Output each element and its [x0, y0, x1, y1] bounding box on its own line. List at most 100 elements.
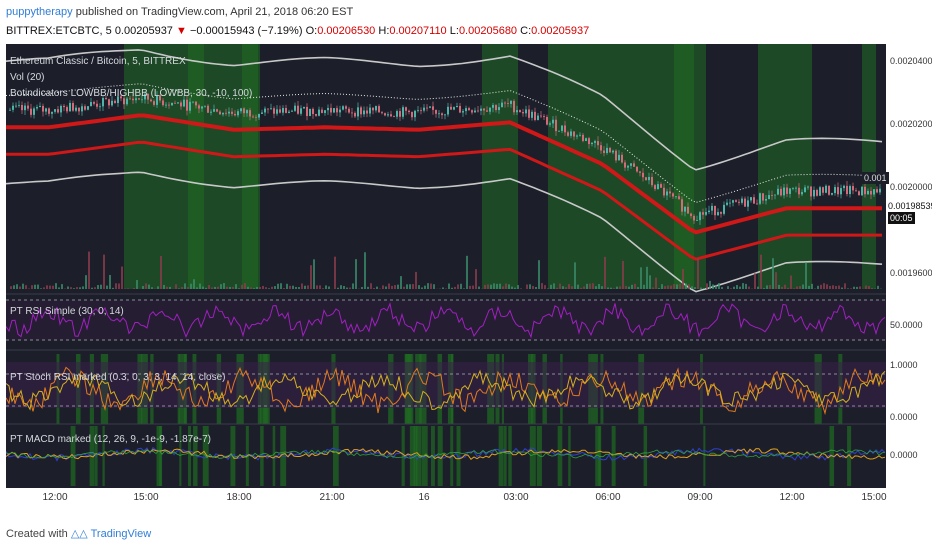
high-value: 0.00207110: [389, 25, 447, 37]
legend-macd[interactable]: PT MACD marked (12, 26, 9, -1e-9, -1.87e…: [10, 434, 212, 445]
candle-body: [72, 103, 74, 111]
volume-bar: [535, 286, 537, 289]
candle-body: [171, 102, 173, 106]
candle-body: [444, 114, 446, 116]
candle-body: [105, 98, 107, 100]
legend-stoch-rsi[interactable]: PT Stoch RSI marked (0.3, 0, 3, 3, 14, 1…: [10, 372, 226, 383]
candle-body: [213, 109, 215, 112]
candle-body: [120, 96, 122, 99]
volume-bar: [748, 286, 750, 289]
candle-body: [324, 110, 326, 113]
candle-body: [321, 109, 323, 113]
candle-body: [579, 134, 581, 136]
candle-body: [798, 187, 800, 195]
volume-bar: [817, 285, 819, 289]
legend-botindicators[interactable]: Botindicators LOWBB/HIGHBB (LOWBB, 30, -…: [10, 88, 253, 99]
candle-body: [78, 107, 80, 112]
volume-bar: [757, 286, 759, 289]
candle-body: [300, 108, 302, 114]
candle-body: [210, 111, 212, 113]
author-link[interactable]: puppytherapy: [6, 6, 73, 18]
volume-bar: [397, 284, 399, 289]
candle-body: [630, 163, 632, 166]
volume-bar: [451, 287, 453, 289]
x-tick-3: 21:00: [319, 492, 345, 503]
volume-bar: [202, 286, 204, 289]
candle-body: [402, 107, 404, 117]
volume-bar: [373, 288, 375, 289]
volume-bar: [529, 284, 531, 289]
macd-zone: [156, 426, 160, 486]
time-axis[interactable]: 12:00 15:00 18:00 21:00 16 03:00 06:00 0…: [6, 488, 887, 510]
candle-body: [465, 108, 467, 112]
candle-body: [765, 199, 767, 201]
volume-bar: [10, 286, 12, 289]
volume-bar: [412, 284, 414, 289]
x-tick-0: 12:00: [42, 492, 68, 503]
candle-body: [534, 111, 536, 120]
price-change: −0.00015943 (−7.19%): [189, 25, 303, 37]
legend-rsi[interactable]: PT RSI Simple (30, 0, 14): [10, 306, 124, 317]
volume-bar: [766, 285, 768, 289]
volume-bar: [823, 283, 825, 289]
volume-bar: [163, 284, 165, 289]
candle-body: [57, 109, 59, 113]
candle-body: [306, 106, 308, 117]
volume-bar: [385, 286, 387, 289]
candle-body: [849, 186, 851, 195]
volume-bar: [718, 283, 720, 289]
volume-bar: [487, 284, 489, 289]
candle-body: [756, 203, 758, 205]
candle-body: [393, 116, 395, 118]
volume-bar: [190, 283, 192, 289]
volume-bar: [517, 285, 519, 289]
volume-bar: [421, 287, 423, 289]
candle-body: [60, 105, 62, 113]
volume-bar: [337, 287, 339, 289]
legend-volume[interactable]: Vol (20): [10, 72, 45, 83]
candle-body: [606, 147, 608, 153]
legend-main[interactable]: Ethereum Classic / Bitcoin, 5, BITTREX: [10, 56, 186, 67]
chart-plot-area[interactable]: Ethereum Classic / Bitcoin, 5, BITTREX V…: [6, 44, 886, 488]
candle-body: [177, 102, 179, 104]
volume-bar: [169, 286, 171, 289]
chart-canvas[interactable]: [6, 44, 886, 488]
volume-bar: [223, 283, 225, 289]
volume-bar: [592, 283, 594, 289]
candle-body: [252, 116, 254, 118]
candle-body: [255, 116, 257, 118]
volume-bar: [793, 288, 795, 289]
volume-bar: [148, 284, 150, 289]
tradingview-link[interactable]: TradingView: [90, 528, 152, 540]
candle-body: [42, 105, 44, 112]
open-label: O:: [305, 25, 318, 37]
volume-bar: [820, 284, 822, 289]
volume-bar: [199, 283, 201, 289]
volume-bar: [775, 272, 777, 289]
candle-body: [216, 109, 218, 112]
symbol-label: BITTREX:ETCBTC, 5: [6, 25, 112, 37]
candle-body: [834, 187, 836, 194]
candle-body: [165, 104, 167, 106]
volume-bar: [394, 285, 396, 289]
candle-body: [24, 105, 26, 111]
candle-body: [639, 171, 641, 173]
volume-bar: [835, 286, 837, 289]
volume-bar: [244, 283, 246, 289]
volume-bar: [430, 283, 432, 289]
volume-bar: [265, 287, 267, 289]
candle-body: [327, 107, 329, 111]
candle-body: [204, 105, 206, 107]
candle-body: [678, 196, 680, 200]
volume-bar: [580, 287, 582, 289]
volume-bar: [322, 288, 324, 289]
volume-bar: [253, 288, 255, 289]
candle-body: [225, 112, 227, 114]
volume-bar: [418, 285, 420, 289]
candle-body: [732, 200, 734, 203]
volume-bar: [562, 286, 564, 289]
volume-bar: [778, 284, 780, 289]
volume-bar: [316, 285, 318, 289]
